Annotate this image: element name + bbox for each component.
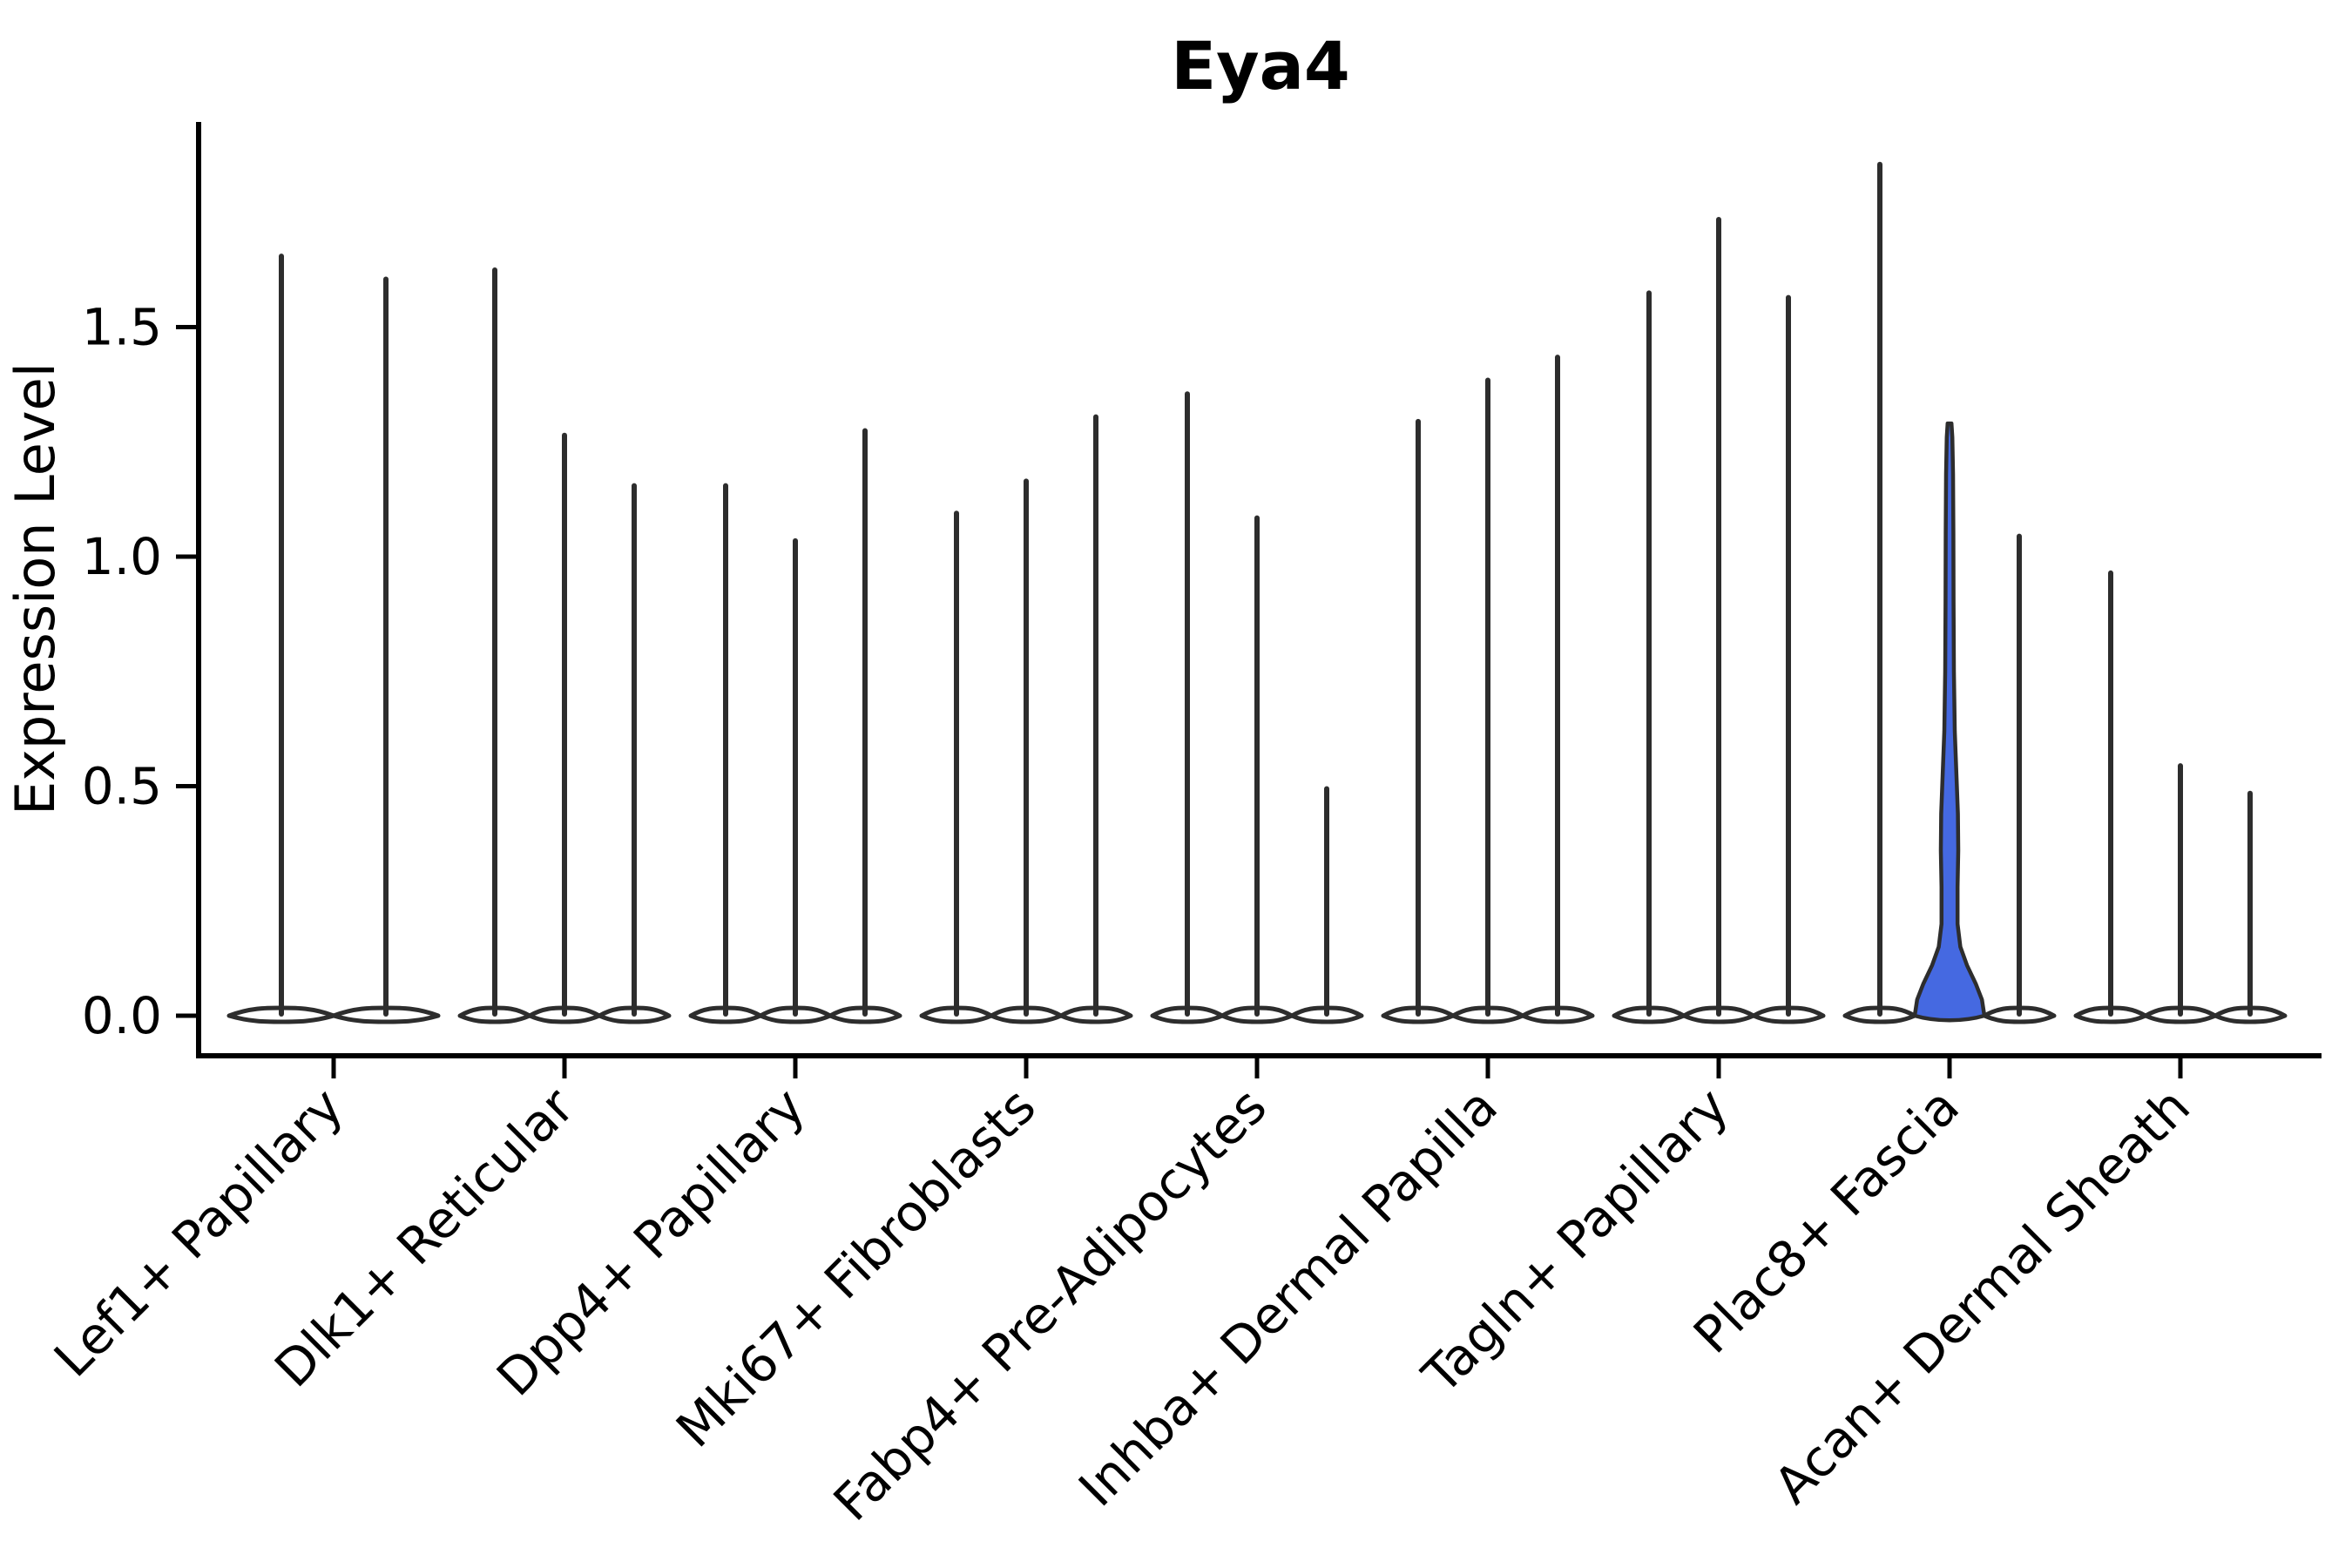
violins-layer <box>226 161 2288 1024</box>
x-axis-label: Fabp4+ Pre-Adipocytes <box>822 1077 1278 1532</box>
y-tick-label: 0.0 <box>82 986 162 1045</box>
y-axis-label: Expression Level <box>3 362 67 815</box>
chart-title: Eya4 <box>1171 27 1350 105</box>
y-ticks-layer: 0.0 0.5 1.0 1.5 <box>82 298 199 1045</box>
x-axis-label: Inhba+ Dermal Papilla <box>1067 1077 1509 1518</box>
x-ticks-layer <box>331 1056 2183 1078</box>
y-tick-label: 1.5 <box>82 298 162 357</box>
y-tick-label: 1.0 <box>82 527 162 586</box>
x-axis-label: Acan+ Dermal Sheath <box>1762 1077 2200 1515</box>
y-tick-label: 0.5 <box>82 757 162 816</box>
violin-highlighted <box>1912 421 1987 1023</box>
